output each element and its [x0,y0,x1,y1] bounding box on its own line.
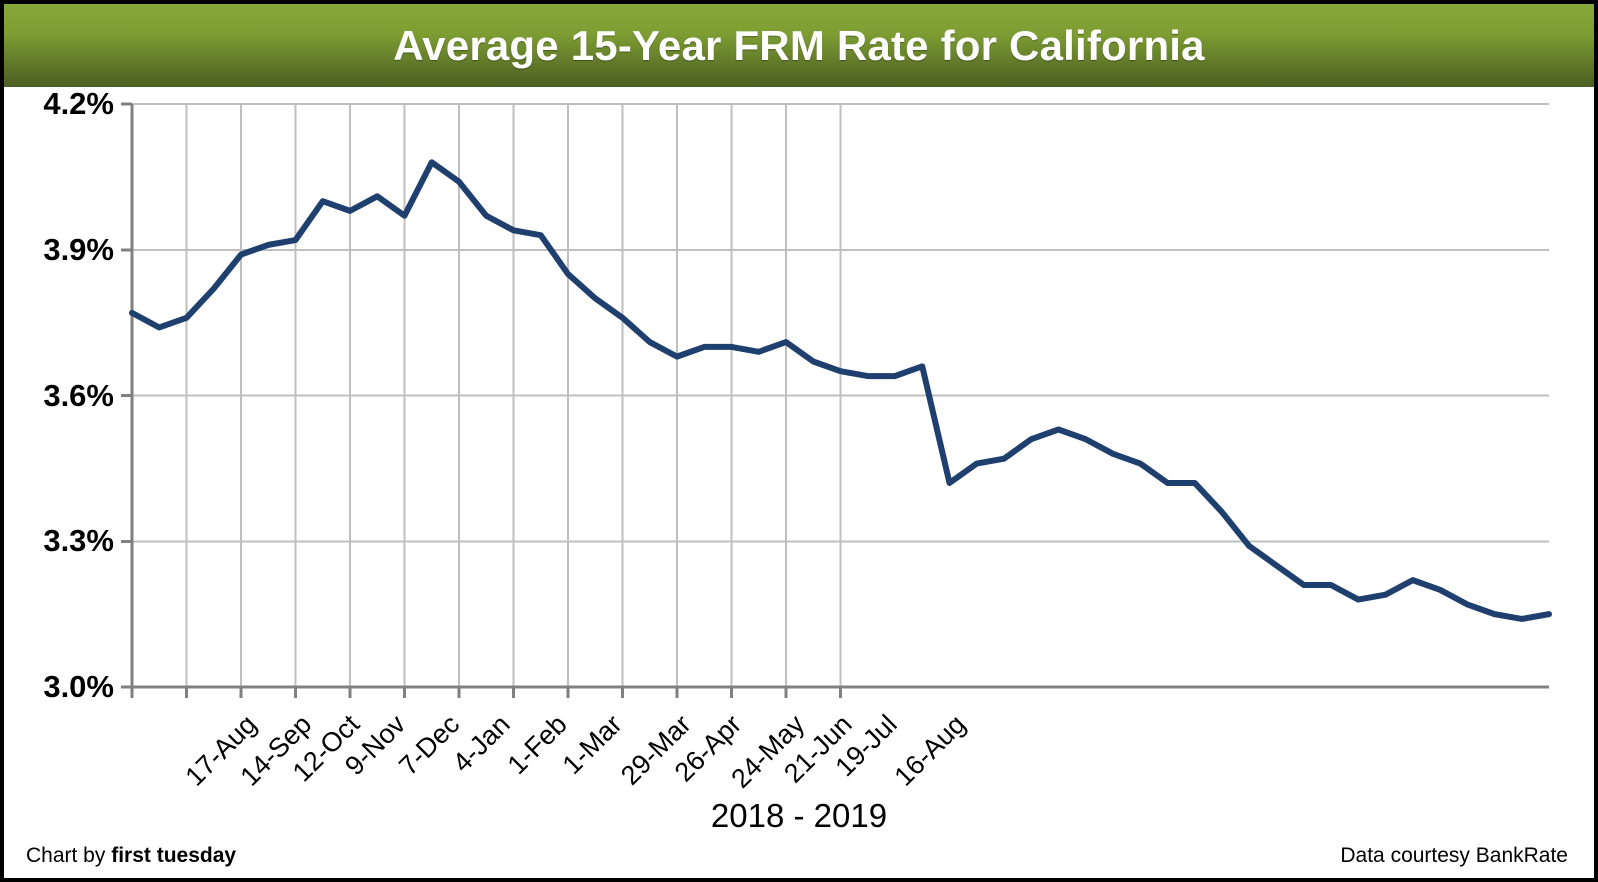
series-line [129,159,1552,622]
y-axis-tick-label: 3.6% [43,377,114,413]
page-title: Average 15-Year FRM Rate for California [393,21,1205,69]
y-axis-tick-label: 4.2% [43,86,114,121]
axis-ticks [121,102,842,698]
y-axis-tick-label: 3.0% [43,669,114,704]
plot-area: 3.0% 3.3% 3.6% 3.9% 4.2% 17-Aug 14-Sep 12-Oct 9… [4,86,1594,882]
gridlines [132,103,1549,688]
y-axis-tick-label: 3.3% [43,523,114,559]
data-source-credit: Data courtesy BankRate [1340,844,1568,867]
chart-credit-prefix: Chart by [26,844,112,867]
line-chart-svg [121,102,1552,698]
chart-credit-brand: first tuesday [111,844,237,867]
x-axis-title: 2018 - 2019 [710,797,888,834]
chart-credit: Chart by first tuesday [26,844,236,868]
data-series [129,159,1552,622]
chart-title-band: Average 15-Year FRM Rate for California [4,4,1594,87]
y-axis-tick-label: 3.9% [43,231,114,267]
